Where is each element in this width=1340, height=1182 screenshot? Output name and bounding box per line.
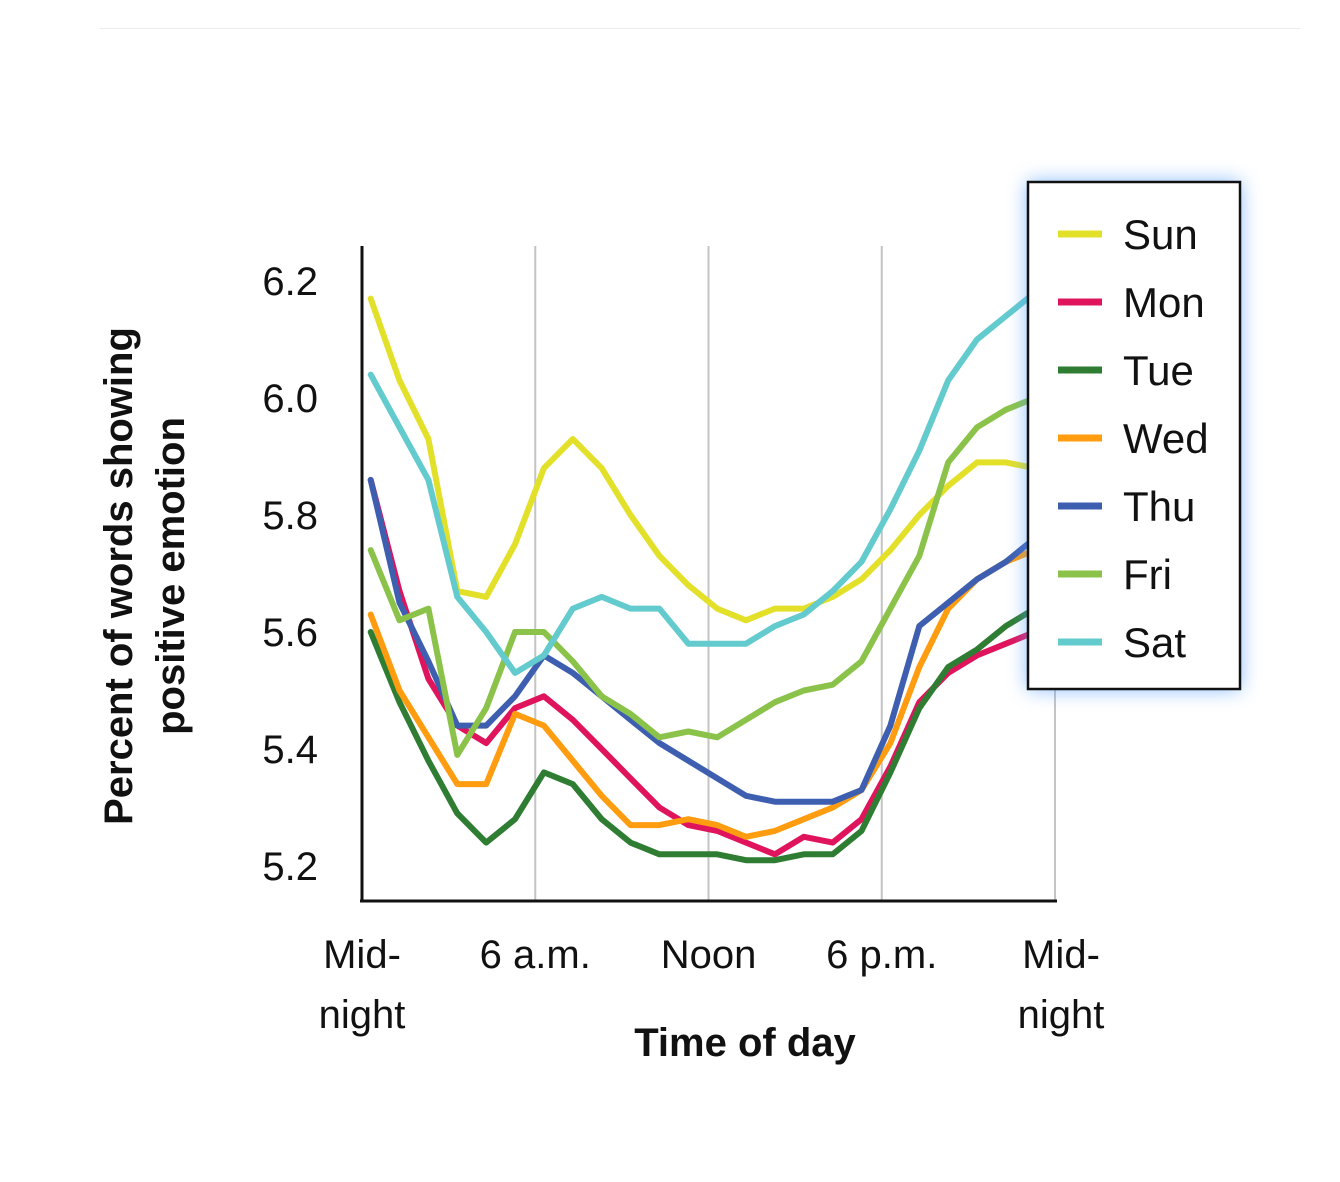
legend-label-wed: Wed xyxy=(1123,415,1209,462)
y-axis-title: Percent of words showing positive emotio… xyxy=(97,327,193,825)
x-tick-label: Mid- xyxy=(323,933,401,977)
series-line-fri xyxy=(367,397,1028,758)
y-tick-label: 5.2 xyxy=(262,845,318,889)
legend-label-mon: Mon xyxy=(1123,279,1205,326)
legend-label-thu: Thu xyxy=(1123,483,1195,530)
y-tick-label: 5.8 xyxy=(262,494,318,538)
x-tick-label: 6 p.m. xyxy=(826,933,937,977)
y-axis-title-line-2: positive emotion xyxy=(149,417,193,735)
x-axis-title: Time of day xyxy=(634,1021,856,1065)
y-tick-label: 5.6 xyxy=(262,611,318,655)
legend-label-sun: Sun xyxy=(1123,211,1198,258)
series-line-tue xyxy=(367,609,1028,864)
legend-label-tue: Tue xyxy=(1123,347,1194,394)
x-tick-label: night xyxy=(1018,993,1105,1037)
series-line-sat xyxy=(367,294,1028,676)
series-lines xyxy=(367,294,1028,864)
x-tick-label: 6 a.m. xyxy=(480,933,591,977)
series-line-sun xyxy=(367,295,1028,624)
y-tick-label: 5.4 xyxy=(262,728,318,772)
x-tick-label: Mid- xyxy=(1022,933,1100,977)
series-line-thu xyxy=(367,476,1028,805)
y-axis-title-line-1: Percent of words showing xyxy=(97,327,141,825)
legend-label-fri: Fri xyxy=(1123,551,1172,598)
y-tick-labels: 6.2 6.0 5.8 5.6 5.4 5.2 xyxy=(262,260,318,889)
legend: Sun Mon Tue Wed Thu Fri Sat xyxy=(1026,180,1242,691)
x-tick-label: Noon xyxy=(661,933,757,977)
series-line-wed xyxy=(367,549,1028,840)
series-line-mon xyxy=(367,476,1028,858)
top-divider xyxy=(100,28,1300,29)
x-tick-labels: Mid-night 6 a.m. Noon 6 p.m. Mid-night xyxy=(319,933,1105,1037)
x-tick-label: night xyxy=(319,993,406,1037)
y-tick-label: 6.0 xyxy=(262,377,318,421)
y-tick-label: 6.2 xyxy=(262,260,318,304)
legend-label-sat: Sat xyxy=(1123,619,1186,666)
